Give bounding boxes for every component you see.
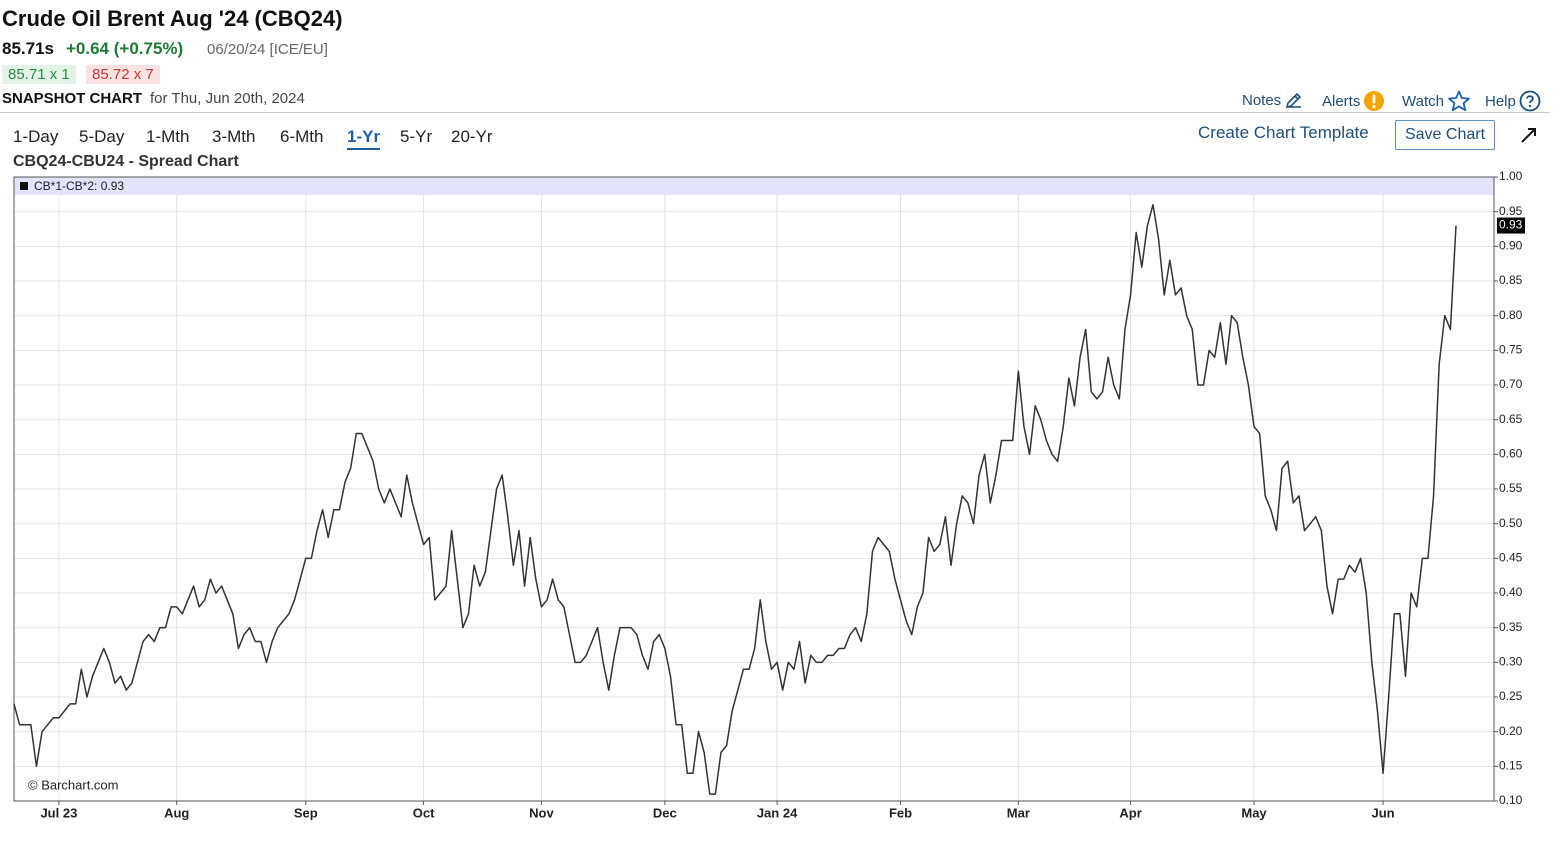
x-tick-label: Apr xyxy=(1119,805,1141,820)
y-tick-label: 0.70 xyxy=(1499,377,1523,391)
link-text: Notes xyxy=(1242,91,1282,109)
snapshot-label: SNAPSHOT CHART xyxy=(2,90,143,107)
help-link[interactable]: Help xyxy=(1485,90,1541,112)
y-tick-label: 0.35 xyxy=(1499,620,1523,634)
x-tick-label: Jan 24 xyxy=(757,805,798,820)
period-tab[interactable]: 3-Mth xyxy=(212,127,256,146)
y-tick-label: 0.55 xyxy=(1499,481,1523,495)
y-tick-label: 0.30 xyxy=(1499,655,1523,669)
last-value-label: 0.93 xyxy=(1499,218,1523,232)
y-tick-label: 1.00 xyxy=(1499,169,1523,183)
x-tick-label: Dec xyxy=(653,805,677,820)
expand-icon[interactable] xyxy=(1520,126,1538,144)
y-tick-label: 0.40 xyxy=(1499,585,1523,599)
period-tab[interactable]: 5-Day xyxy=(79,127,125,146)
legend-band xyxy=(14,177,1494,195)
x-tick-label: Nov xyxy=(529,805,554,820)
x-tick-label: May xyxy=(1241,805,1267,820)
y-tick-label: 0.60 xyxy=(1499,447,1523,461)
quote-date: 06/20/24 [ICE/EU] xyxy=(207,41,328,58)
y-tick-label: 0.20 xyxy=(1499,724,1523,738)
watermark: © Barchart.com xyxy=(28,777,119,792)
chart-title: CBQ24-CBU24 - Spread Chart xyxy=(13,153,239,170)
x-tick-label: Feb xyxy=(889,805,912,820)
x-tick-label: Aug xyxy=(164,805,189,820)
divider xyxy=(0,112,1550,113)
last-value-box xyxy=(1497,217,1525,234)
link-text: Help xyxy=(1485,92,1516,110)
notes-link[interactable]: Notes xyxy=(1242,90,1304,110)
price: 85.71s xyxy=(2,39,54,58)
link-text: Alerts xyxy=(1322,92,1361,110)
x-tick-label: Mar xyxy=(1007,805,1030,820)
x-tick-label: Jun xyxy=(1371,805,1394,820)
period-tab[interactable]: 1-Yr xyxy=(347,127,381,150)
y-tick-label: 0.95 xyxy=(1499,204,1523,218)
y-tick-label: 0.25 xyxy=(1499,689,1523,703)
y-tick-label: 0.65 xyxy=(1499,412,1523,426)
x-tick-label: Oct xyxy=(413,805,435,820)
icon xyxy=(1364,91,1385,111)
create-template-link[interactable]: Create Chart Template xyxy=(1198,123,1369,142)
y-tick-label: 0.15 xyxy=(1499,759,1523,773)
period-tab[interactable]: 1-Mth xyxy=(146,127,190,146)
y-tick-label: 0.80 xyxy=(1499,308,1523,322)
period-tab[interactable]: 1-Day xyxy=(13,127,59,146)
y-tick-label: 0.10 xyxy=(1499,793,1523,807)
alerts-link[interactable]: Alerts xyxy=(1322,90,1385,112)
icon xyxy=(1448,90,1470,112)
ask: 85.72 x 7 xyxy=(86,65,160,84)
period-tab[interactable]: 20-Yr xyxy=(451,127,493,146)
link-text: Watch xyxy=(1402,92,1444,110)
watch-link[interactable]: Watch xyxy=(1402,90,1471,112)
legend-swatch xyxy=(20,182,28,190)
period-tab[interactable]: 5-Yr xyxy=(400,127,433,146)
legend-entry: CB*1-CB*2: 0.93 xyxy=(34,179,124,193)
save-chart-button[interactable]: Save Chart xyxy=(1395,120,1495,150)
y-tick-label: 0.50 xyxy=(1499,516,1523,530)
x-tick-label: Sep xyxy=(294,805,318,820)
price-change: +0.64 (+0.75%) xyxy=(66,39,184,58)
y-tick-label: 0.85 xyxy=(1499,273,1523,287)
icon xyxy=(1286,92,1302,109)
y-tick-label: 0.90 xyxy=(1499,239,1523,253)
data-line xyxy=(13,203,1457,795)
title: Crude Oil Brent Aug '24 (CBQ24) xyxy=(2,6,343,31)
y-tick-label: 0.75 xyxy=(1499,343,1523,357)
y-tick-label: 0.45 xyxy=(1499,551,1523,565)
snapshot-date: for Thu, Jun 20th, 2024 xyxy=(150,90,305,107)
bid: 85.71 x 1 xyxy=(2,65,76,84)
period-tab[interactable]: 6-Mth xyxy=(280,127,324,146)
icon xyxy=(1519,90,1541,112)
x-tick-label: Jul 23 xyxy=(40,805,77,820)
